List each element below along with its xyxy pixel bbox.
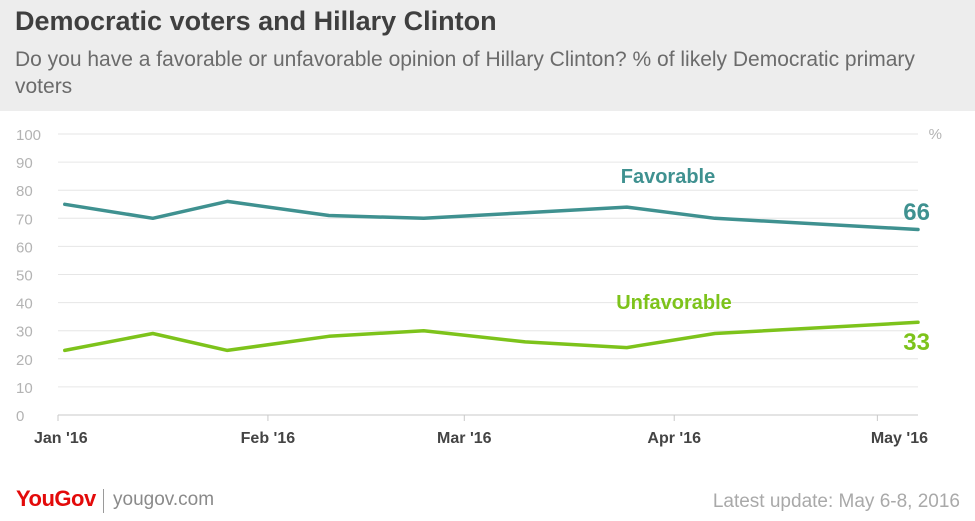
y-tick-label-0: 0 [16,408,24,425]
y-tick-label-50: 50 [16,268,33,285]
series-line-favorable [63,199,920,232]
header-band: Democratic voters and Hillary Clinton Do… [0,0,975,111]
y-tick-label-20: 20 [16,352,33,369]
y-tick-label-40: 40 [16,296,33,313]
x-tick-label-1: Feb '16 [241,430,296,447]
end-value-favorable: 66 [903,199,930,226]
y-tick-label-90: 90 [16,155,33,172]
unit-label: % [929,126,942,143]
yougov-logo[interactable]: YouGov [16,486,96,511]
latest-update: Latest update: May 6-8, 2016 [712,491,960,512]
y-tick-label-30: 30 [16,324,33,341]
x-tick-label-2: Mar '16 [437,430,492,447]
x-tick-label-3: Apr '16 [647,430,701,447]
chart-title: Democratic voters and Hillary Clinton [15,6,497,36]
end-value-unfavorable: 33 [903,329,930,356]
series-label-unfavorable: Unfavorable [616,292,732,314]
footer-divider [103,489,104,513]
series-line-unfavorable [63,320,920,353]
y-tick-label-10: 10 [16,380,33,397]
site-link[interactable]: yougov.com [113,489,215,510]
y-tick-label-100: 100 [16,127,41,144]
y-tick-label-70: 70 [16,211,33,228]
x-tick-label-4: May '16 [871,430,928,447]
y-tick-label-60: 60 [16,239,33,256]
y-tick-label-80: 80 [16,183,33,200]
chart-subtitle: Do you have a favorable or unfavorable o… [15,48,915,98]
series-label-favorable: Favorable [621,166,715,188]
x-tick-label-0: Jan '16 [34,430,88,447]
